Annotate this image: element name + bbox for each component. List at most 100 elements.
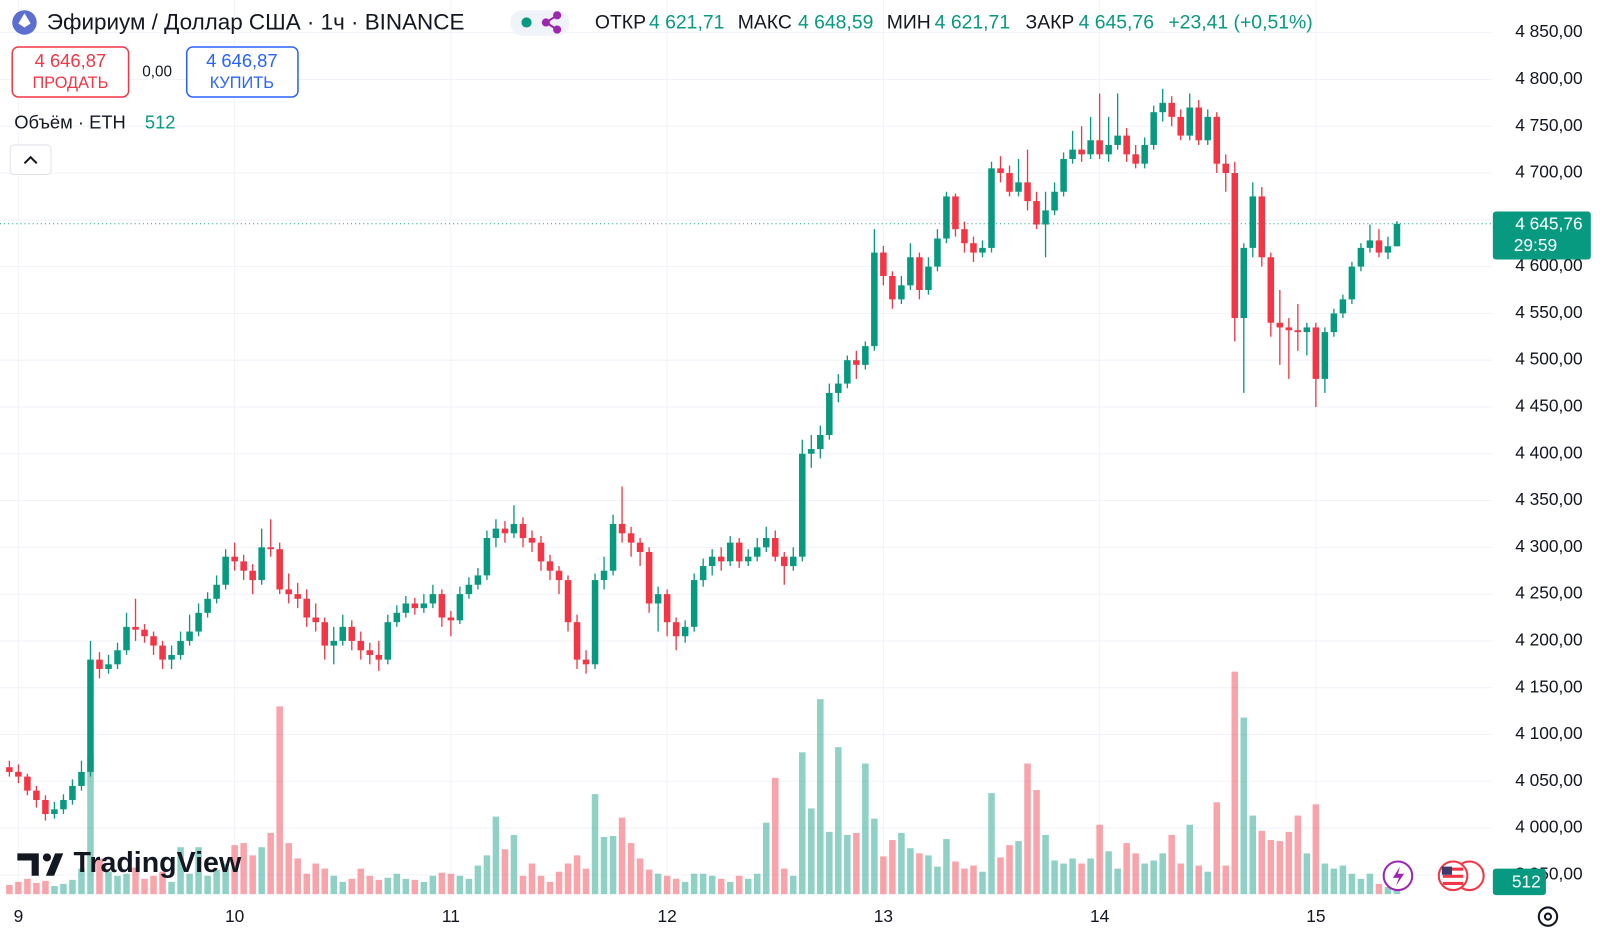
x-tick-label: 10 [225,906,244,926]
volume-bar [1375,883,1383,895]
volume-bar [970,865,977,895]
volume-bar [862,763,869,895]
volume-bar [1339,865,1347,895]
volume-bar [1015,841,1022,895]
volume-bar [771,777,779,895]
volume-bar [1195,865,1203,895]
volume-bar [744,878,752,895]
volume-bar [159,871,166,895]
volume-bar [817,699,824,895]
candle-body [474,575,482,585]
branding: TradingView [17,847,242,879]
volume-bar [42,880,49,895]
volume-bar [447,873,455,895]
high-label: МАКС [738,12,792,34]
volume-bar [456,875,464,895]
volume-bar [997,857,1004,895]
volume-bar [510,834,518,895]
volume-bar [564,863,572,895]
y-tick-label: 4 300,00 [1515,536,1582,556]
settings-icon[interactable] [1537,906,1559,927]
buy-button[interactable] [185,46,299,98]
volume-bar [474,865,482,895]
volume-bar [213,869,220,895]
candle-body [1267,257,1275,323]
volume-bar [618,817,626,895]
volume-bar [15,881,22,895]
candle-body [384,622,392,660]
candle-body [285,589,292,595]
volume-badge [1492,868,1546,896]
candle-body [690,580,698,627]
change-value: +23,41 (+0,51%) [1168,12,1312,34]
volume-bar [249,855,256,895]
volume-bar [1393,888,1401,895]
volume-legend: Объём · ETH [14,111,126,132]
candle-body [438,594,446,618]
candle-body [1096,140,1103,155]
candle-body [1357,247,1365,267]
candle-body [961,229,968,244]
volume-bar [1033,790,1040,895]
volume-bar [51,885,58,895]
volume-bar [1150,860,1157,895]
volume-bar [204,875,211,895]
candle-body [835,383,842,393]
volume-bar [699,873,707,895]
volume-bar [69,879,76,895]
volume-bar [1177,863,1184,895]
candle-body [213,584,220,599]
volume-bar [1303,853,1311,895]
candle-body [177,640,184,655]
candle-body [934,238,941,267]
flag-stripe [1442,874,1464,878]
sell-label: ПРОДАТЬ [32,74,108,92]
share-icon [541,11,562,34]
symbol-title: Эфириум / Доллар США · 1ч · BINANCE [47,9,464,34]
flag-stripe [1442,881,1464,885]
candle-body [1069,149,1076,159]
candle-body [672,622,680,637]
volume-bar [321,868,329,895]
candle-body [24,776,31,791]
sell-button[interactable] [11,46,130,98]
volume-bar [1348,873,1356,895]
collapse-button[interactable] [9,144,52,176]
volume-bar [96,858,103,895]
volume-bar [393,873,401,895]
candle-body [1339,299,1347,314]
volume-bar [1123,843,1130,895]
candle-body [970,243,977,253]
volume-bar [916,853,923,895]
candle-body [1393,223,1401,247]
volume-bar [654,873,662,895]
candle-body [96,659,103,669]
candle-body [609,523,617,571]
candle-body [312,617,319,623]
candle-body [1186,107,1193,136]
volume-bar [78,868,85,895]
candle-body [762,537,770,548]
volume-badge-label: 512 [1512,871,1541,891]
volume-bar [465,878,473,895]
candle-body [898,285,905,300]
candle-body [483,537,491,576]
candle-body [1060,158,1067,192]
volume-bar [1168,834,1175,895]
volume-bar [6,884,13,895]
header: Эфириум / Доллар США · 1ч · BINANCE ОТКР… [9,9,1313,176]
market-open-dot [521,17,532,28]
candle-body [528,537,536,543]
candle-body [1015,182,1022,192]
volume-bar [1222,865,1230,895]
volume-bar [835,747,842,895]
candle-body [781,556,788,567]
candle-body [1384,246,1392,253]
volume-bar [645,869,653,895]
volume-bar [366,875,374,895]
volume-bar [87,755,94,895]
volume-bar [1006,845,1013,895]
candle-body [699,566,707,581]
volume-bar [1213,802,1221,895]
volume-bar [880,856,887,895]
